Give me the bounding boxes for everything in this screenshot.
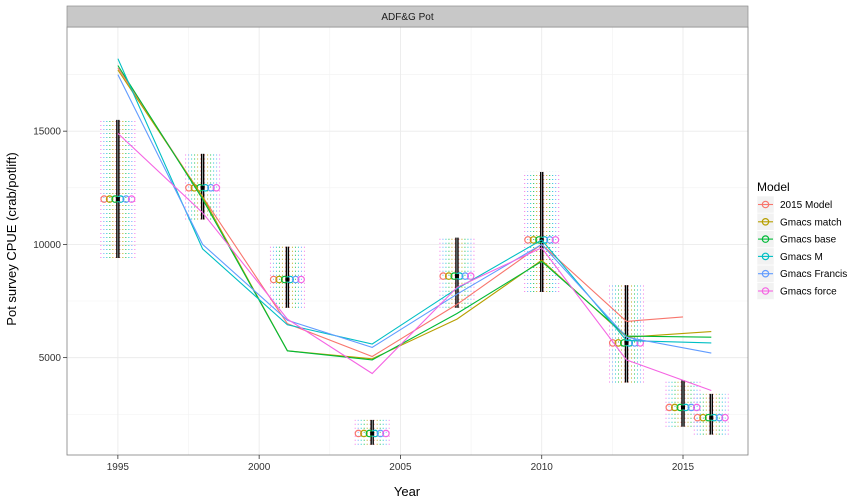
observed-point-2010 xyxy=(524,171,560,292)
observed-center xyxy=(709,415,714,420)
observed-marker xyxy=(630,339,639,347)
legend-key-marker xyxy=(761,235,770,243)
panel-title: ADF&G Pot xyxy=(381,12,433,23)
observed-center xyxy=(454,274,459,279)
legend-key-marker xyxy=(761,200,770,209)
observed-marker xyxy=(212,183,221,192)
observed-marker xyxy=(670,403,679,412)
legend-item-gmacs-francis: Gmacs Francis xyxy=(756,264,847,283)
legend-item-gmacs-force: Gmacs force xyxy=(756,282,837,300)
observed-point-1998 xyxy=(185,153,221,220)
panel-background xyxy=(67,27,748,455)
observed-marker xyxy=(665,403,674,412)
observed-marker xyxy=(546,236,554,244)
observed-marker xyxy=(360,429,368,438)
plot-background xyxy=(67,27,748,455)
legend-key-marker xyxy=(761,218,770,226)
facet-strip-background xyxy=(66,5,749,28)
legend-item-gmacs-base: Gmacs base xyxy=(756,230,837,248)
observed-marker xyxy=(551,236,560,244)
y-tick-label: 15000 xyxy=(33,127,61,138)
observed-marker xyxy=(354,429,363,438)
observed-center xyxy=(681,405,686,410)
series-line-gmacs-force xyxy=(117,132,712,392)
y-tick-label: 10000 xyxy=(33,240,61,251)
legend-item-gmacs-match: Gmacs match xyxy=(756,213,842,231)
x-tick-label: 2005 xyxy=(389,462,412,473)
observed-marker xyxy=(721,413,729,422)
legend-label: Gmacs M xyxy=(780,252,823,263)
observed-marker xyxy=(699,413,707,422)
observed-marker xyxy=(608,339,617,347)
legend-label: 2015 Model xyxy=(780,200,832,211)
legend-label: Gmacs force xyxy=(780,287,837,298)
observed-marker xyxy=(275,275,283,284)
model-lines xyxy=(117,58,712,392)
observed-marker xyxy=(715,413,724,422)
observed-point-2001 xyxy=(269,246,305,308)
legend-key-marker xyxy=(761,287,770,295)
x-tick-label: 2000 xyxy=(248,462,271,473)
observed-marker xyxy=(529,236,538,244)
observed-marker xyxy=(444,272,453,280)
observed-center xyxy=(115,197,120,202)
y-axis-title: Pot survey CPUE (crab/potlift) xyxy=(4,152,19,325)
observed-point-2015 xyxy=(665,380,701,427)
legend-label: Gmacs base xyxy=(780,235,837,246)
observed-marker xyxy=(376,429,385,438)
observed-marker xyxy=(614,339,623,347)
observed-point-1995 xyxy=(100,119,136,258)
observed-marker xyxy=(291,275,300,284)
observed-data xyxy=(100,119,729,445)
observed-center xyxy=(370,431,375,436)
observed-marker xyxy=(105,195,114,203)
observed-marker xyxy=(269,275,278,284)
observed-marker xyxy=(127,195,136,203)
observed-marker xyxy=(439,272,448,280)
legend-title: Model xyxy=(757,180,790,194)
observed-marker xyxy=(466,272,475,280)
observed-marker xyxy=(185,183,193,192)
observed-marker xyxy=(461,272,470,280)
x-tick-label: 2010 xyxy=(531,462,554,473)
observed-marker xyxy=(297,275,305,284)
legend-item-2015-model: 2015 Model xyxy=(756,195,832,214)
facet-strip: ADF&G Pot xyxy=(66,5,749,28)
observed-marker xyxy=(524,236,532,244)
observed-point-2007 xyxy=(439,237,475,308)
series-line-gmacs-francis xyxy=(117,74,712,354)
observed-marker xyxy=(122,195,130,203)
legend-item-gmacs-m: Gmacs M xyxy=(756,247,823,266)
observed-marker xyxy=(692,403,701,412)
observed-point-2004 xyxy=(354,419,390,445)
legend: Model 2015 Model Gmacs match Gmacs base Gma… xyxy=(756,180,847,300)
observed-marker xyxy=(100,195,108,203)
x-tick-label: 1995 xyxy=(107,462,130,473)
observed-point-2016 xyxy=(693,393,729,435)
observed-center xyxy=(624,340,629,345)
x-tick-label: 2015 xyxy=(672,462,695,473)
observed-marker xyxy=(693,413,702,422)
observed-point-2013 xyxy=(608,285,645,383)
observed-marker xyxy=(687,403,696,412)
x-axis-title: Year xyxy=(394,484,421,499)
legend-key-marker xyxy=(761,252,770,261)
legend-key-marker xyxy=(761,269,770,278)
observed-center xyxy=(285,277,290,282)
legend-label: Gmacs match xyxy=(780,217,842,228)
observed-marker xyxy=(207,183,215,192)
series-line-gmacs-m xyxy=(117,58,712,345)
legend-label: Gmacs Francis xyxy=(780,269,847,280)
observed-marker xyxy=(382,429,390,438)
y-tick-label: 5000 xyxy=(39,353,62,364)
observed-center xyxy=(200,185,205,190)
